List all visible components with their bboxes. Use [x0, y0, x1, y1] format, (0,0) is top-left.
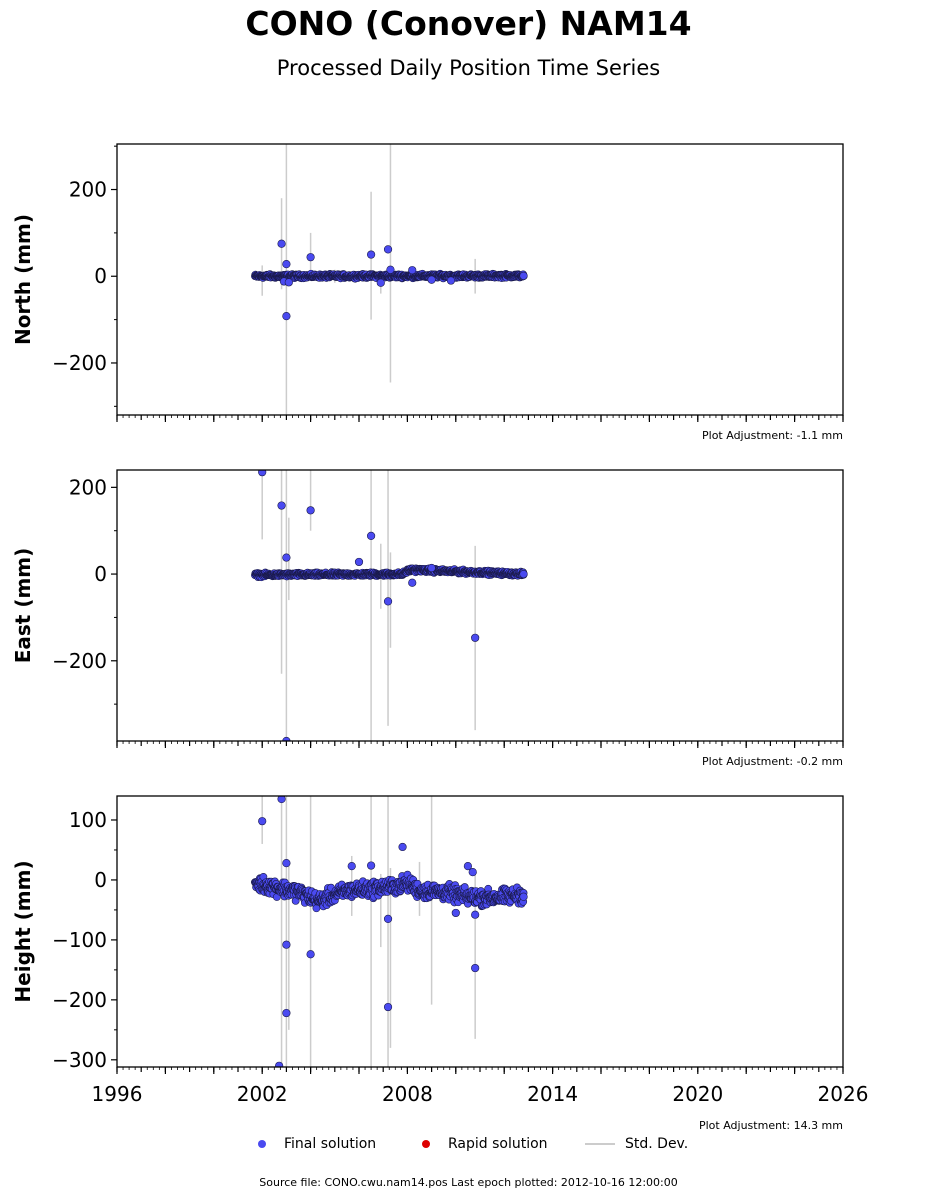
height-outlier-point	[367, 861, 376, 870]
north-outlier-point	[446, 276, 456, 285]
height-outlier-point	[282, 1008, 291, 1018]
north-outlier-point	[408, 266, 417, 275]
legend-stddev-label: Std. Dev.	[625, 1136, 689, 1152]
x-tick-label: 2002	[237, 1082, 288, 1106]
x-tick-label: 2014	[527, 1082, 578, 1106]
north-outlier-point	[383, 245, 393, 254]
height-data-point	[312, 904, 321, 913]
chart-subtitle: Processed Daily Position Time Series	[276, 56, 661, 80]
x-tick-label: 1996	[92, 1082, 143, 1106]
height-outlier-point	[306, 950, 315, 959]
height-y-axis-label: Height (mm)	[11, 860, 35, 1002]
north-y-axis-label: North (mm)	[11, 214, 35, 345]
east-y-tick-label: −200	[52, 649, 107, 673]
x-tick-label: 2020	[672, 1082, 723, 1106]
height-outlier-point	[451, 908, 460, 918]
height-outlier-point	[519, 892, 528, 901]
north-outlier-point	[427, 275, 436, 284]
x-tick-label: 2008	[382, 1082, 433, 1106]
north-outlier-point	[306, 253, 315, 262]
height-outlier-point	[282, 859, 291, 868]
height-outlier-point	[463, 862, 473, 871]
legend-stddev: Std. Dev.	[585, 1136, 688, 1152]
legend-rapid-label: Rapid solution	[448, 1136, 548, 1152]
east-outlier-point	[519, 569, 528, 579]
east-outlier-point	[282, 736, 291, 741]
north-outlier-point	[367, 250, 376, 259]
east-outlier-point	[354, 557, 364, 567]
north-panel: −200 0 200 North (mm)	[11, 143, 844, 422]
north-outlier-point	[282, 312, 291, 321]
stddev-line-icon	[585, 1143, 615, 1145]
height-outlier-point	[277, 796, 286, 804]
east-panel: −200 0 200 East (mm)	[11, 469, 844, 748]
east-axes-frame	[116, 469, 844, 742]
north-outlier-point	[519, 271, 528, 280]
east-outlier-point	[277, 501, 286, 510]
height-outlier-point	[398, 842, 407, 852]
source-file-note: Source file: CONO.cwu.nam14.pos Last epo…	[259, 1176, 678, 1189]
east-outlier-point	[471, 633, 480, 642]
north-outlier-point	[376, 278, 385, 287]
height-outlier-point	[383, 1002, 393, 1012]
chart-title: CONO (Conover) NAM14	[245, 4, 692, 43]
east-outlier-point	[408, 578, 417, 587]
height-outlier-point	[258, 817, 267, 826]
north-outlier-point	[284, 278, 293, 287]
height-y-tick-label: −200	[52, 988, 107, 1012]
legend-final: Final solution	[258, 1136, 376, 1152]
north-plot-adjustment: Plot Adjustment: -1.1 mm	[702, 429, 843, 442]
east-outlier-point	[367, 531, 376, 541]
height-y-tick-label: −100	[52, 928, 107, 952]
east-outlier-point	[258, 470, 267, 477]
east-y-axis-label: East (mm)	[11, 548, 35, 664]
final-marker-icon	[258, 1140, 266, 1148]
height-plot-adjustment: Plot Adjustment: 14.3 mm	[698, 1119, 843, 1132]
height-y-tick-label: 100	[69, 808, 107, 832]
height-outlier-point	[471, 963, 480, 973]
height-outlier-point	[347, 862, 356, 871]
north-outlier-point	[386, 265, 395, 274]
north-outlier-point	[282, 260, 291, 269]
east-plot-adjustment: Plot Adjustment: -0.2 mm	[702, 755, 843, 768]
legend-rapid: Rapid solution	[422, 1136, 548, 1152]
east-y-tick-label: 200	[69, 475, 107, 499]
north-outlier-point	[277, 239, 286, 248]
height-y-tick-label: 0	[94, 868, 107, 892]
height-outlier-point	[471, 910, 480, 919]
east-outlier-point	[306, 506, 315, 515]
legend-final-label: Final solution	[284, 1136, 377, 1152]
east-outlier-point	[282, 553, 291, 562]
east-plot-area	[251, 470, 528, 741]
height-plot-area	[251, 796, 528, 1067]
x-tick-label: 2026	[818, 1082, 869, 1106]
height-axes-frame	[116, 795, 844, 1068]
height-y-tick-label: −300	[52, 1048, 107, 1072]
east-outlier-point	[383, 597, 393, 606]
height-outlier-point	[383, 914, 393, 924]
east-y-tick-label: 0	[94, 562, 107, 586]
north-plot-area	[251, 144, 528, 415]
north-y-tick-label: 0	[94, 264, 107, 288]
north-y-tick-label: −200	[52, 351, 107, 375]
north-y-tick-label: 200	[69, 178, 107, 202]
height-outlier-point	[282, 940, 291, 949]
height-outlier-point	[468, 868, 477, 877]
height-panel: −300 −200 −100 0 100 Height (mm)	[11, 795, 844, 1074]
east-outlier-point	[427, 563, 436, 573]
rapid-marker-icon	[422, 1140, 430, 1148]
height-outlier-point	[275, 1061, 284, 1067]
